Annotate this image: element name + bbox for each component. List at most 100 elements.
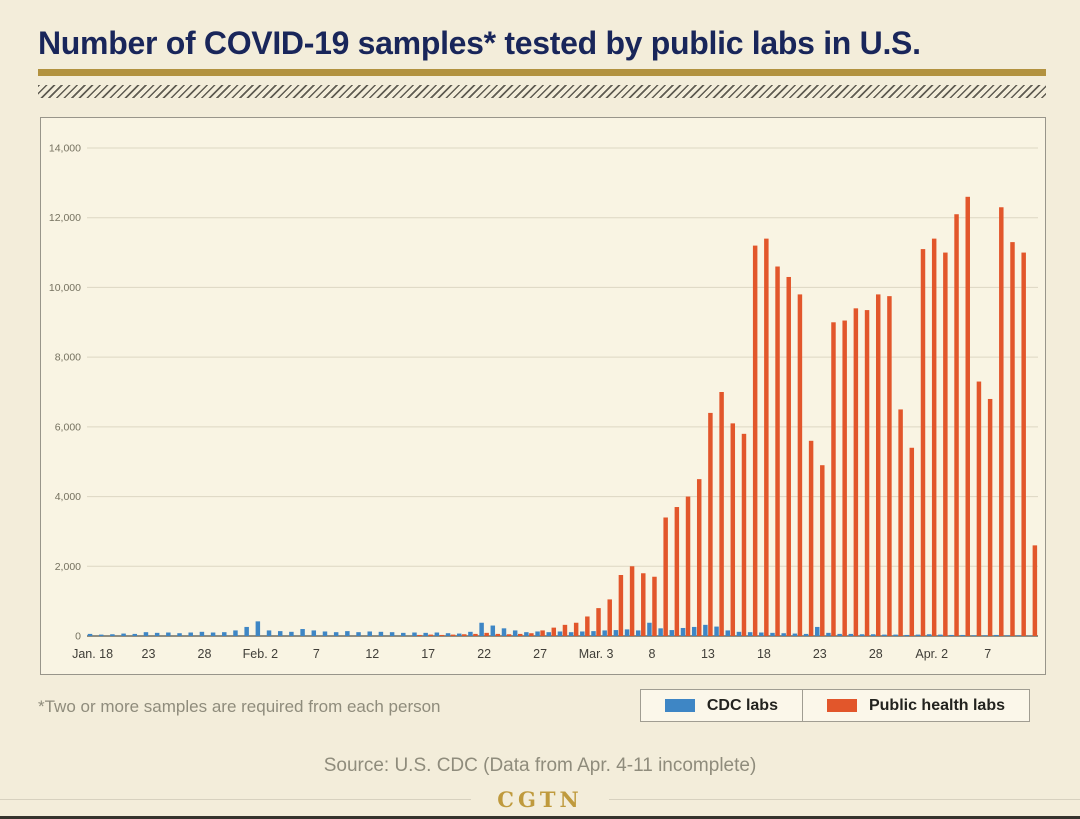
bar-cdc-labs — [222, 632, 227, 636]
bar-cdc-labs — [803, 633, 809, 636]
bar-public-health-labs — [495, 633, 501, 636]
bar-cdc-labs — [412, 632, 417, 636]
bar-public-health-labs — [573, 622, 579, 636]
bar-cdc-labs — [98, 634, 104, 636]
bar-cdc-labs — [882, 634, 887, 636]
legend-label-cdc-labs: CDC labs — [706, 696, 778, 714]
bar-public-health-labs — [920, 249, 926, 636]
bar-cdc-labs — [747, 632, 753, 636]
bar-public-health-labs — [517, 633, 523, 636]
bar-cdc-labs — [792, 633, 798, 636]
bar-cdc-labs — [289, 631, 294, 636]
bar-public-health-labs — [652, 576, 657, 636]
bar-cdc-labs — [445, 633, 451, 636]
bar-public-health-labs — [954, 214, 959, 636]
bar-public-health-labs — [875, 294, 881, 636]
bar-cdc-labs — [994, 634, 999, 636]
bar-cdc-labs — [591, 631, 596, 636]
legend-label-public-health-labs: Public health labs — [868, 696, 1005, 714]
bar-cdc-labs — [815, 626, 820, 636]
x-tick-label: 23 — [813, 647, 827, 661]
y-tick-label: 6,000 — [55, 421, 81, 433]
bar-cdc-labs — [691, 626, 697, 636]
bar-public-health-labs — [820, 465, 825, 636]
x-tick-label: Jan. 18 — [72, 647, 113, 661]
bar-public-health-labs — [999, 207, 1004, 636]
bar-public-health-labs — [775, 266, 780, 636]
bar-cdc-labs — [356, 632, 361, 636]
bar-cdc-labs — [434, 632, 440, 636]
cdc-labs-swatch-icon — [664, 699, 695, 712]
bar-public-health-labs — [685, 496, 691, 636]
legend-item-public-health-labs: Public health labs — [801, 689, 1030, 722]
bar-public-health-labs — [428, 634, 433, 636]
source-note: Source: U.S. CDC (Data from Apr. 4-11 in… — [323, 755, 757, 776]
bar-public-health-labs — [629, 566, 635, 636]
bar-public-health-labs — [450, 634, 456, 636]
bar-public-health-labs — [596, 608, 601, 636]
bar-public-health-labs — [506, 634, 512, 636]
public-health-labs-swatch-icon — [826, 699, 857, 712]
bar-public-health-labs — [540, 630, 545, 636]
bar-cdc-labs — [468, 631, 473, 636]
bar-cdc-labs — [915, 634, 921, 636]
legend-item-cdc-labs: CDC labs — [639, 689, 803, 722]
bar-cdc-labs — [904, 634, 909, 636]
bar-cdc-labs — [557, 631, 563, 636]
bar-cdc-labs — [311, 630, 317, 636]
bar-cdc-labs — [647, 622, 652, 636]
bar-cdc-labs — [166, 632, 171, 636]
bar-cdc-labs — [367, 631, 372, 636]
bar-public-health-labs — [663, 517, 668, 636]
bar-public-health-labs — [797, 294, 803, 636]
bar-cdc-labs — [132, 633, 138, 636]
bar-public-health-labs — [562, 624, 568, 636]
hatched-divider — [38, 85, 1046, 98]
bar-public-health-labs — [484, 632, 489, 636]
bar-public-health-labs — [719, 392, 724, 636]
bar-cdc-labs — [826, 632, 831, 636]
bar-cdc-labs — [714, 626, 719, 636]
bar-cdc-labs — [210, 632, 216, 636]
bar-public-health-labs — [752, 245, 758, 636]
bar-public-health-labs — [462, 634, 467, 636]
bar-chart: 0 2,000 4,000 6,000 8,000 10,000 12,000 14,000 J… — [49, 143, 1038, 661]
bar-cdc-labs — [759, 632, 764, 636]
bar-cdc-labs — [188, 632, 193, 636]
bar-public-health-labs — [764, 238, 769, 636]
bar-public-health-labs — [439, 634, 445, 636]
bar-public-health-labs — [696, 479, 702, 636]
x-tick-label: 28 — [198, 647, 212, 661]
bar-cdc-labs — [143, 632, 149, 636]
bar-public-health-labs — [1021, 252, 1026, 636]
bar-public-health-labs — [674, 507, 680, 636]
bar-public-health-labs — [708, 412, 713, 636]
bar-cdc-labs — [1005, 635, 1010, 636]
x-tick-label: 18 — [757, 647, 771, 661]
bar-public-health-labs — [965, 196, 970, 637]
bar-cdc-labs — [602, 630, 607, 636]
bar-public-health-labs — [607, 599, 612, 636]
bar-cdc-labs — [199, 631, 205, 636]
bar-public-health-labs — [551, 627, 557, 636]
bar-cdc-labs — [669, 630, 675, 636]
bar-cdc-labs — [322, 631, 328, 636]
bar-public-health-labs — [529, 633, 534, 636]
footnote: *Two or more samples are required from e… — [38, 697, 441, 716]
y-tick-label: 8,000 — [55, 352, 81, 364]
bar-public-health-labs — [864, 310, 870, 636]
bar-cdc-labs — [110, 634, 115, 636]
bar-public-health-labs — [473, 633, 478, 636]
x-tick-label: Apr. 2 — [915, 647, 948, 661]
bar-public-health-labs — [786, 276, 791, 636]
bar-public-health-labs — [417, 634, 422, 636]
bar-cdc-labs — [244, 626, 249, 636]
bar-cdc-labs — [423, 632, 428, 636]
bar-cdc-labs — [233, 630, 238, 636]
bar-public-health-labs — [887, 296, 892, 636]
bar-cdc-labs — [624, 629, 630, 636]
bar-cdc-labs — [277, 631, 283, 636]
bar-cdc-labs — [255, 621, 261, 636]
bar-cdc-labs — [938, 634, 943, 636]
